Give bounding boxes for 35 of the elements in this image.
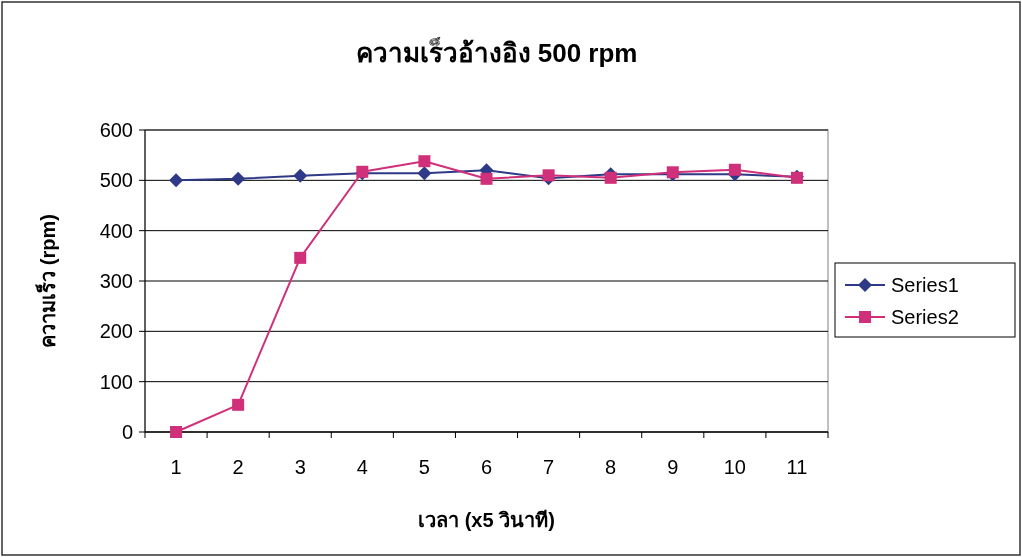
x-tick-label: 3 bbox=[294, 456, 306, 478]
x-axis-title: เวลา (x5 วินาที) bbox=[418, 509, 555, 531]
point bbox=[542, 169, 555, 182]
point bbox=[294, 251, 307, 264]
x-tick-label: 2 bbox=[232, 456, 244, 478]
y-tick-label: 600 bbox=[99, 119, 133, 141]
y-tick-label: 300 bbox=[99, 270, 133, 292]
point bbox=[169, 173, 184, 188]
y-axis-title: ความเร็ว (rpm) bbox=[35, 214, 59, 348]
x-tick-label: 11 bbox=[786, 456, 808, 478]
x-tick-label: 5 bbox=[418, 456, 430, 478]
legend-label: Series1 bbox=[891, 274, 959, 296]
point bbox=[728, 163, 741, 176]
y-tick-label: 0 bbox=[121, 421, 133, 443]
y-tick-label: 100 bbox=[99, 370, 133, 393]
x-tick-label: 9 bbox=[667, 456, 679, 478]
y-tick-label: 400 bbox=[99, 219, 133, 242]
x-tick-label: 10 bbox=[723, 456, 746, 478]
y-tick-label: 200 bbox=[99, 320, 133, 343]
point bbox=[293, 168, 308, 183]
x-tick-label: 1 bbox=[170, 456, 182, 478]
point bbox=[418, 155, 431, 168]
chart-title: ความเร็วอ้างอิง 500 rpm bbox=[355, 37, 638, 68]
point bbox=[417, 166, 432, 181]
legend-label: Series2 bbox=[891, 306, 959, 328]
x-tick-label: 6 bbox=[480, 456, 493, 478]
point bbox=[232, 398, 245, 411]
point bbox=[170, 426, 183, 438]
x-tick-label: 7 bbox=[543, 456, 555, 478]
x-tick-label: 8 bbox=[605, 456, 617, 478]
y-tick-label: 500 bbox=[99, 169, 133, 192]
point bbox=[604, 171, 617, 184]
x-tick-label: 4 bbox=[356, 456, 368, 478]
point bbox=[231, 171, 246, 186]
point bbox=[480, 172, 493, 185]
